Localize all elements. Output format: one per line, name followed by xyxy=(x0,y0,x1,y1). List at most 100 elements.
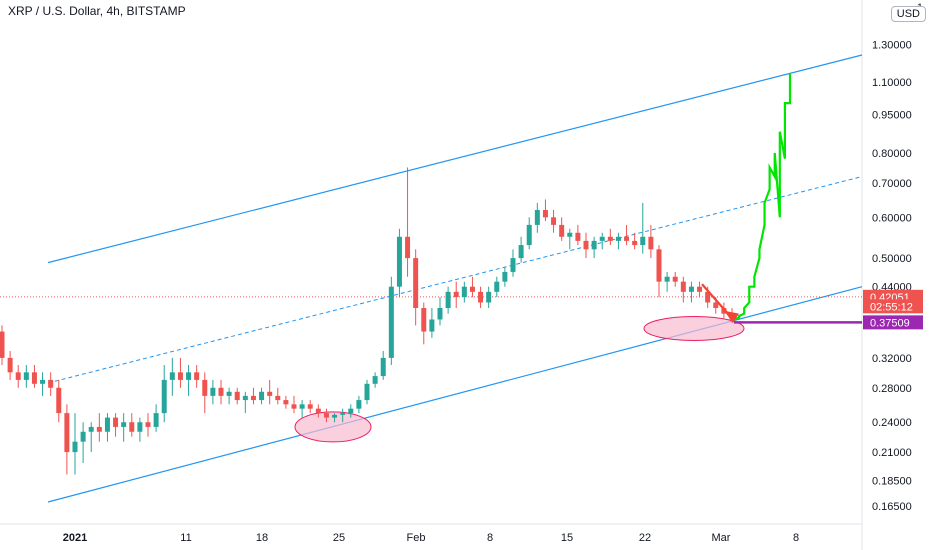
candle-body xyxy=(648,236,654,250)
y-tick-label: 0.50000 xyxy=(872,253,912,265)
price-tag-label: 0.37509 xyxy=(870,317,910,329)
candle-body xyxy=(599,236,605,241)
candle-body xyxy=(372,376,378,384)
price-tag xyxy=(863,299,923,314)
candle-body xyxy=(218,387,224,396)
currency-button[interactable]: USD xyxy=(890,6,926,22)
candle-body xyxy=(129,422,135,432)
candle-body xyxy=(510,258,516,272)
candle-body xyxy=(194,372,200,380)
y-tick-label: 1.30000 xyxy=(872,39,912,51)
candle-body xyxy=(478,291,484,303)
y-tick-label: 0.21000 xyxy=(872,447,912,459)
channel-middle-line xyxy=(47,176,863,384)
chart-title: XRP / U.S. Dollar, 4h, BITSTAMP xyxy=(8,4,186,18)
candle-body xyxy=(494,281,500,292)
candle-body xyxy=(96,426,102,432)
y-tick-label: 0.28000 xyxy=(872,383,912,395)
candle-body xyxy=(551,217,557,225)
candle-body xyxy=(469,286,475,292)
candle-body xyxy=(721,307,727,314)
candle-body xyxy=(421,307,427,332)
x-tick-label: 15 xyxy=(561,532,573,544)
candle-body xyxy=(72,441,78,453)
arrow-head xyxy=(724,310,739,324)
candle-body xyxy=(315,408,321,414)
candle-body xyxy=(48,379,54,388)
candle-body xyxy=(332,414,338,418)
candle-body xyxy=(210,387,216,396)
candle-body xyxy=(145,422,151,427)
candle-body xyxy=(534,209,540,225)
x-tick-label: 22 xyxy=(639,532,651,544)
candle-body xyxy=(542,209,548,218)
candle-body xyxy=(672,276,678,282)
candle-body xyxy=(396,236,402,287)
candle-body xyxy=(153,413,159,427)
candle-body xyxy=(461,286,467,298)
candle-body xyxy=(405,236,411,259)
candle-body xyxy=(453,291,459,298)
x-tick-label: 8 xyxy=(487,532,493,544)
candle-body xyxy=(23,372,29,380)
candle-body xyxy=(31,372,37,384)
y-tick-label: 0.60000 xyxy=(872,212,912,224)
candle-body xyxy=(502,271,508,282)
candle-body xyxy=(607,236,613,241)
candle-body xyxy=(640,236,646,246)
y-tick-label: 0.18500 xyxy=(872,475,912,487)
candle-body xyxy=(429,319,435,332)
candle-body xyxy=(697,286,703,292)
price-tag xyxy=(863,315,923,330)
candle-body xyxy=(259,391,265,401)
candle-body xyxy=(567,232,573,237)
y-tick-label: 0.16500 xyxy=(872,501,912,513)
candle-body xyxy=(705,291,711,303)
candle-body xyxy=(169,372,175,380)
candle-body xyxy=(591,240,597,250)
candle-body xyxy=(275,395,281,401)
candle-body xyxy=(121,422,127,427)
x-tick-label: 11 xyxy=(180,532,191,544)
y-tick-label: 0.24000 xyxy=(872,417,912,429)
candle-body xyxy=(664,276,670,282)
candle-body xyxy=(234,391,240,401)
highlight-ellipse xyxy=(294,411,372,443)
candle-body xyxy=(486,291,492,303)
x-tick-label: 8 xyxy=(793,532,799,544)
candle-body xyxy=(177,372,183,380)
candle-body xyxy=(267,391,273,396)
candle-body xyxy=(388,286,394,358)
x-tick-label: Mar xyxy=(712,532,731,544)
candle-body xyxy=(575,232,581,241)
x-tick-label: 2021 xyxy=(63,532,87,544)
candle-body xyxy=(15,372,21,380)
highlight-ellipse xyxy=(643,315,745,341)
candle-body xyxy=(7,357,13,373)
candle-body xyxy=(713,302,719,308)
candle-body xyxy=(323,413,329,418)
candle-body xyxy=(283,400,289,405)
x-tick-label: Feb xyxy=(407,532,426,544)
y-tick-label: 0.32000 xyxy=(872,353,912,365)
candle-body xyxy=(526,224,532,246)
y-tick-label: 0.80000 xyxy=(872,148,912,160)
candle-body xyxy=(250,395,256,401)
candle-body xyxy=(226,391,232,396)
x-tick-label: 18 xyxy=(256,532,268,544)
candle-body xyxy=(202,379,208,396)
channel-lower-line xyxy=(47,286,863,503)
candle-body xyxy=(413,258,419,308)
candle-body xyxy=(518,245,524,259)
candle-body xyxy=(624,236,630,241)
candle-body xyxy=(680,281,686,292)
y-tick-label: 0.70000 xyxy=(872,178,912,190)
candle-body xyxy=(656,249,662,282)
candle-body xyxy=(291,404,297,409)
candle-body xyxy=(307,404,313,409)
candle-body xyxy=(56,387,62,414)
x-tick-label: 25 xyxy=(333,532,345,544)
candle-body xyxy=(64,413,70,453)
